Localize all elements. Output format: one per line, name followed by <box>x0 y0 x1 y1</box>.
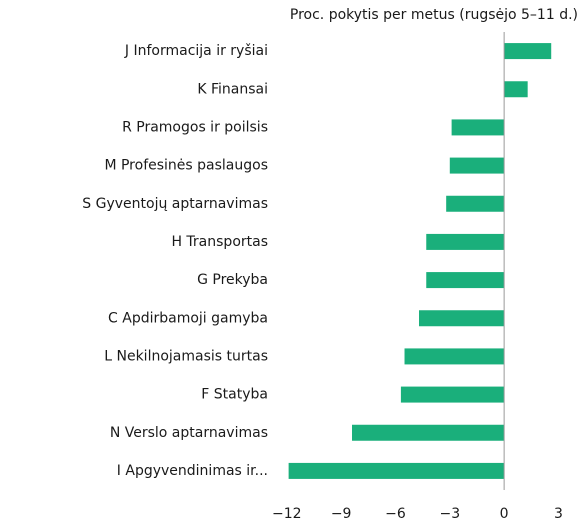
y-tick-label: R Pramogos ir poilsis <box>122 119 268 135</box>
bar <box>426 272 505 289</box>
bar <box>426 233 505 250</box>
y-tick-label: F Statyba <box>201 387 268 403</box>
y-tick-label: J Informacija ir ryšiai <box>124 43 268 59</box>
chart-title: Proc. pokytis per metus (rugsėjo 5–11 d.… <box>290 7 578 23</box>
bar <box>449 157 505 174</box>
y-tick-label: C Apdirbamoji gamyba <box>108 310 268 326</box>
y-tick-label: G Prekyba <box>197 272 268 288</box>
y-tick-label: I Apgyvendinimas ir... <box>117 463 268 479</box>
bar <box>352 424 505 441</box>
bar <box>446 195 505 212</box>
bar <box>504 43 552 60</box>
y-tick-label: L Nekilnojamasis turtas <box>104 348 268 364</box>
y-tick-label: M Profesinės paslaugos <box>104 158 268 174</box>
x-tick-label: 3 <box>554 506 563 521</box>
x-tick-label: −12 <box>272 506 302 521</box>
x-tick-label: −3 <box>439 506 460 521</box>
bar <box>404 348 505 365</box>
bar <box>451 119 505 136</box>
x-tick-label: −6 <box>385 506 406 521</box>
y-tick-label: S Gyventojų aptarnavimas <box>82 196 268 212</box>
bar <box>288 462 505 479</box>
y-tick-label: H Transportas <box>171 234 268 250</box>
x-tick-label: −9 <box>331 506 352 521</box>
x-tick-label: 0 <box>500 506 509 521</box>
y-tick-label: K Finansai <box>197 81 268 97</box>
bar <box>504 81 528 98</box>
bar <box>419 310 505 327</box>
y-tick-label: N Verslo aptarnavimas <box>110 425 268 441</box>
bar <box>400 386 505 403</box>
